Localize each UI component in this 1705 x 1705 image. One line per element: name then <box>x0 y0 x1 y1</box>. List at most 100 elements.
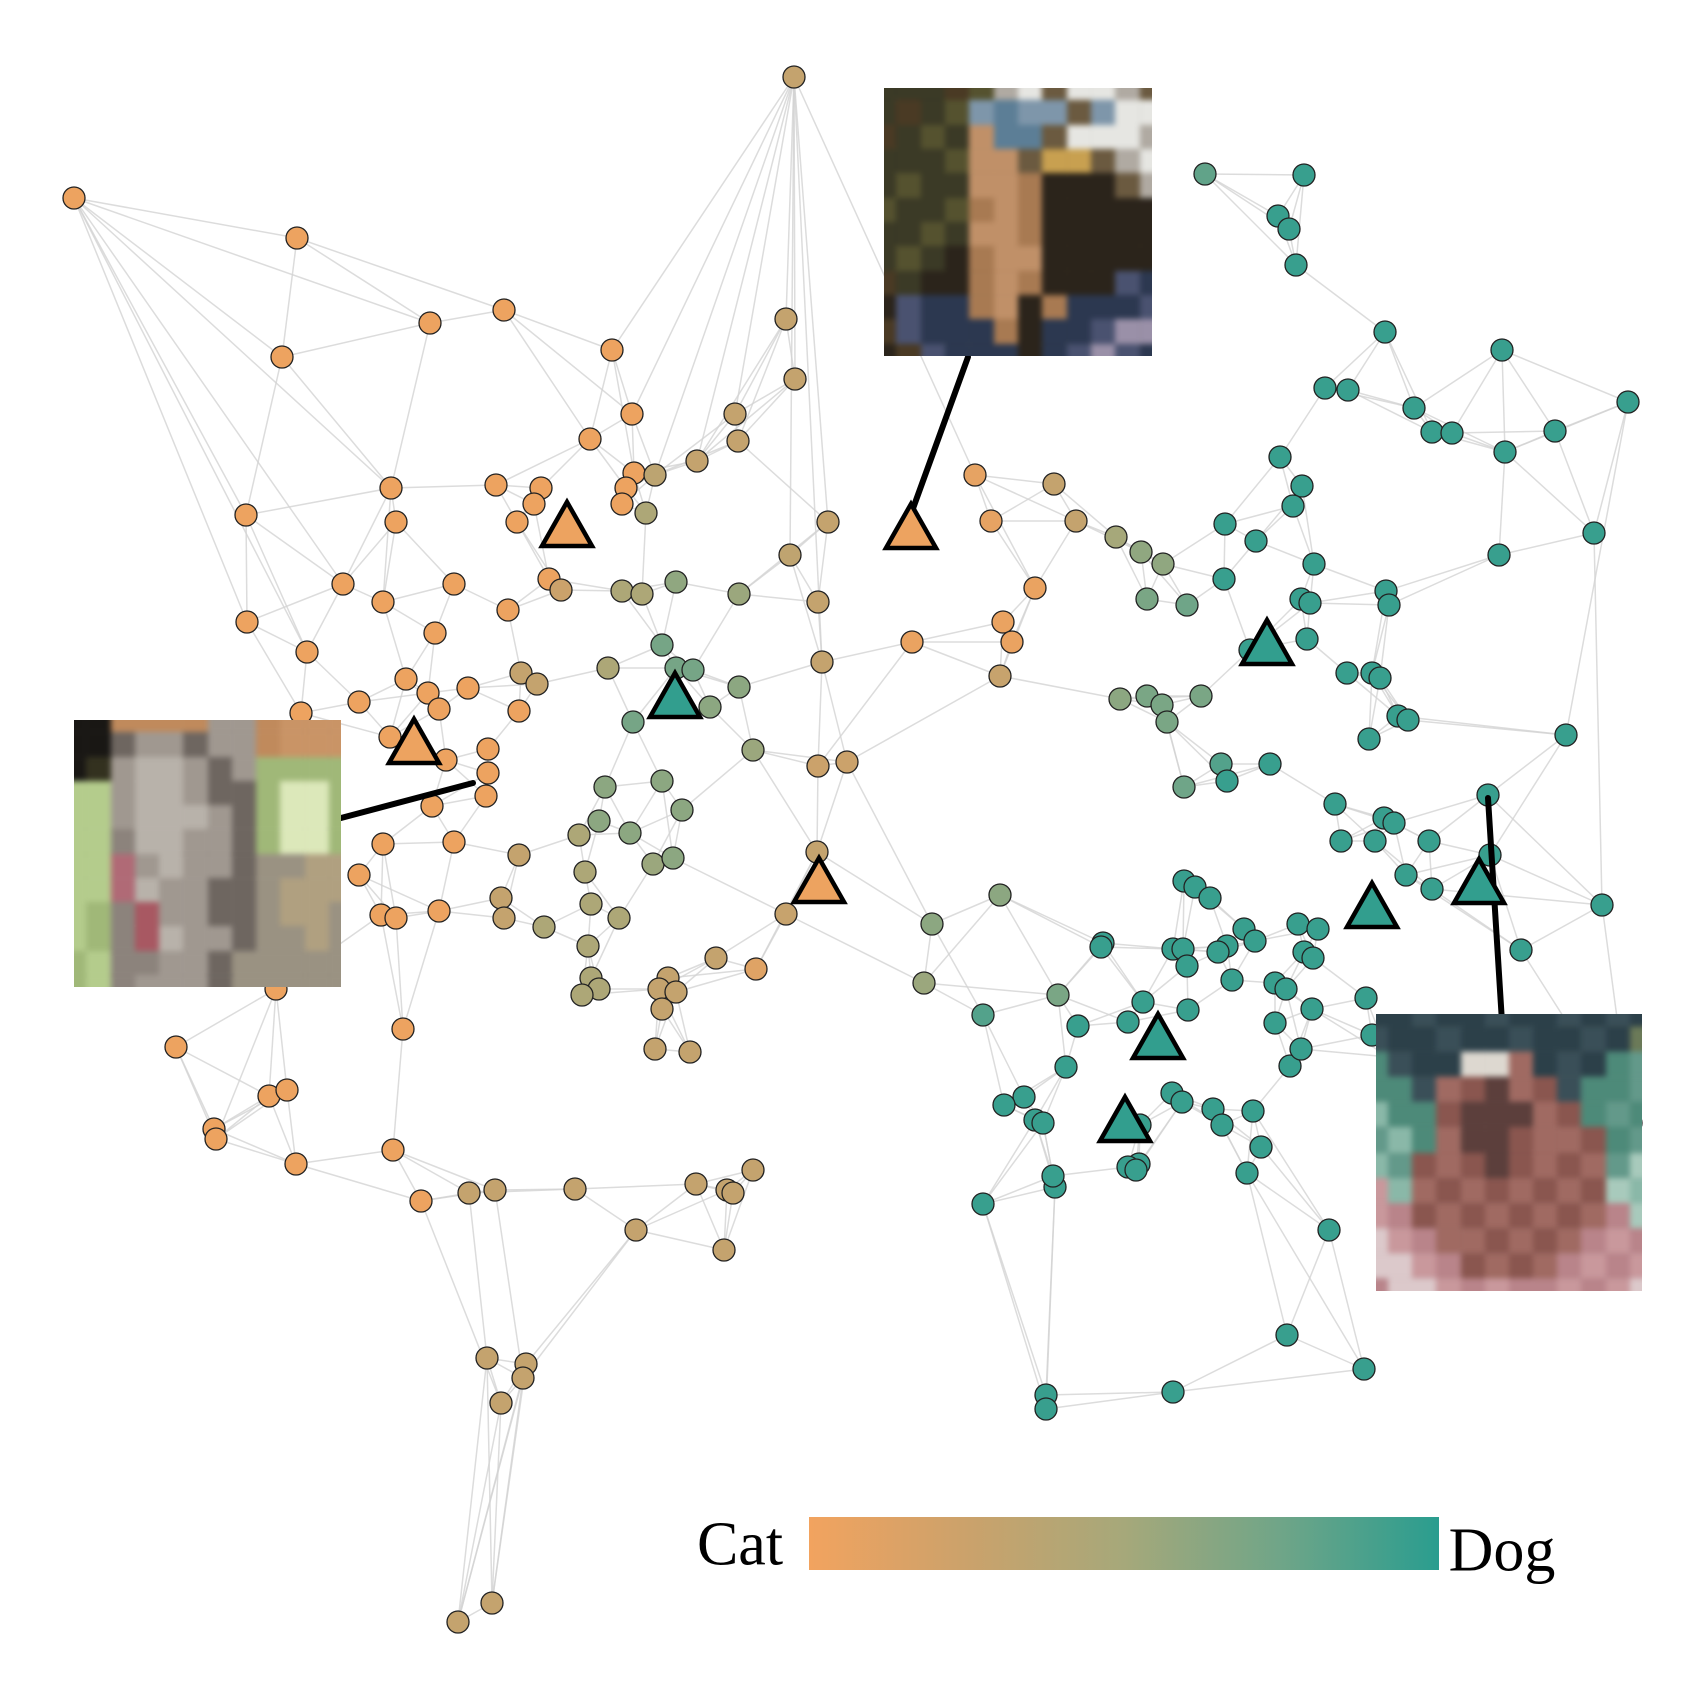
graph-edge <box>1451 430 1556 434</box>
graph-edge <box>661 780 674 859</box>
graph-node <box>816 510 840 534</box>
graph-node <box>1189 684 1213 708</box>
graph-edge <box>268 988 277 1097</box>
graph-node <box>284 1152 308 1176</box>
graph-node <box>1509 938 1533 962</box>
graph-node <box>567 823 591 847</box>
graph-node <box>783 367 807 391</box>
legend-label-cat: Cat <box>696 1510 784 1579</box>
graph-node <box>532 915 556 939</box>
graph-node <box>235 610 259 634</box>
graph-edge <box>816 761 848 853</box>
graph-edge <box>982 1122 1044 1205</box>
graph-edge <box>635 1183 697 1231</box>
graph-edge <box>1371 604 1390 674</box>
graph-edge <box>974 474 1077 522</box>
graph-edge <box>911 641 1001 677</box>
graph-node <box>384 906 408 930</box>
graph-node <box>600 338 624 362</box>
graph-edge <box>1565 401 1629 736</box>
graph-edge <box>923 982 1059 996</box>
graph-node <box>624 1218 648 1242</box>
graph-node <box>596 656 620 680</box>
graph-node <box>570 983 594 1007</box>
graph-edge <box>611 76 795 351</box>
graph-edge <box>245 356 283 516</box>
graph-node <box>1373 320 1397 344</box>
graph-node <box>630 582 654 606</box>
graph-edge <box>681 749 754 811</box>
graph-node <box>587 809 611 833</box>
inset-image-cat <box>74 720 341 987</box>
graph-edge <box>817 641 913 767</box>
graph-node <box>1440 421 1464 445</box>
inset-image-dog-standing-pixels <box>884 88 1152 356</box>
graph-node <box>1206 940 1230 964</box>
triangle-marker-dog <box>1238 615 1296 667</box>
graph-edge <box>1309 590 1387 604</box>
graph-edge <box>817 521 829 603</box>
triangle-marker-dog <box>1343 878 1401 930</box>
graph-edge <box>789 554 823 663</box>
graph-edge <box>382 487 392 603</box>
graph-edge <box>982 994 1059 1016</box>
graph-node <box>782 65 806 89</box>
graph-edge <box>574 1183 697 1190</box>
graph-edge <box>395 917 404 1030</box>
graph-edge <box>1260 1146 1330 1231</box>
graph-node <box>1302 552 1326 576</box>
graph-node <box>650 633 674 657</box>
graph-edge <box>911 621 1004 643</box>
node-layer <box>62 65 1643 1634</box>
graph-edge <box>491 1402 502 1604</box>
triangle-marker-dog <box>1129 1009 1187 1061</box>
graph-node <box>1000 630 1024 654</box>
graph-node <box>1278 1054 1302 1078</box>
graph-edge <box>1057 994 1067 1068</box>
graph-node <box>1193 162 1217 186</box>
graph-node <box>1543 419 1567 443</box>
graph-node <box>295 640 319 664</box>
graph-node <box>270 345 294 369</box>
graph-edge <box>1279 387 1326 458</box>
graph-edge <box>1501 349 1506 453</box>
graph-node <box>1377 593 1401 617</box>
graph-node <box>347 863 371 887</box>
graph-edge <box>503 309 591 440</box>
graph-edge <box>785 913 925 984</box>
graph-node <box>507 699 531 723</box>
graph-edge <box>494 1188 576 1191</box>
graph-edge <box>175 1046 270 1097</box>
triangle-marker-dog <box>1096 1092 1154 1144</box>
graph-edge <box>1053 483 1117 538</box>
graph-edge <box>281 356 392 489</box>
graph-node <box>1301 946 1325 970</box>
graph-edge <box>215 1138 297 1165</box>
graph-edge <box>1393 794 1489 824</box>
graph-node <box>347 690 371 714</box>
graph-node <box>1104 525 1128 549</box>
graph-edge <box>402 910 440 1030</box>
graph-node <box>835 750 859 774</box>
graph-node <box>1046 983 1070 1007</box>
graph-edge <box>974 474 1055 485</box>
graph-edge <box>1487 794 1603 906</box>
graph-node <box>1213 512 1237 536</box>
graph-edge <box>525 1229 637 1365</box>
graph-node <box>1382 811 1406 835</box>
graph-node <box>1054 1055 1078 1079</box>
graph-edge <box>281 322 431 358</box>
graph-node <box>778 543 802 567</box>
graph-edge <box>1172 1334 1288 1393</box>
graph-edge <box>734 318 787 415</box>
graph-node <box>593 775 617 799</box>
graph-edge <box>1045 1391 1174 1396</box>
graph-edge <box>738 661 823 688</box>
graph-node <box>423 621 447 645</box>
graph-node <box>610 492 634 516</box>
graph-node <box>806 590 830 614</box>
graph-node <box>442 830 466 854</box>
graph-node <box>489 886 513 910</box>
graph-edge <box>696 378 796 462</box>
